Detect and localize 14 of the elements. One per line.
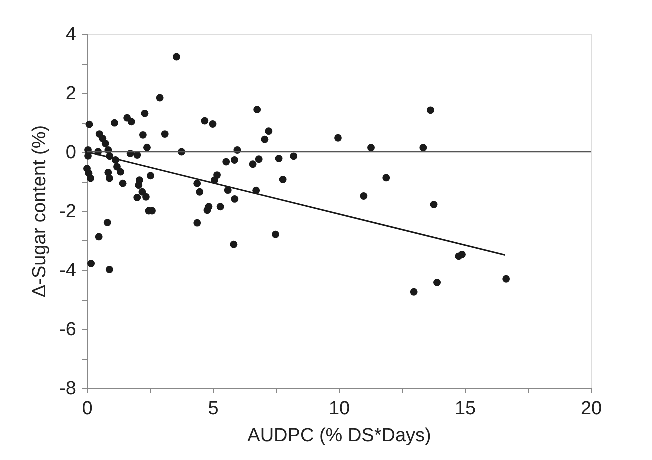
y-tick-label: -6 — [60, 320, 76, 340]
y-tick-label: -2 — [60, 202, 76, 222]
y-tick-label: -8 — [60, 378, 76, 400]
x-tick-label: 20 — [580, 398, 602, 420]
x-tick-label: 10 — [328, 398, 350, 420]
x-tick-label: 0 — [82, 398, 93, 420]
y-tick-label: 0 — [66, 142, 76, 164]
y-tick-label: 2 — [66, 84, 76, 104]
x-tick-label: 5 — [208, 398, 219, 420]
x-axis-title: AUDPC (% DS*Days) — [248, 426, 432, 446]
y-tick-label: -4 — [60, 260, 77, 282]
x-tick-label: 15 — [454, 398, 476, 420]
y-tick-label: 4 — [66, 24, 77, 46]
y-axis-title: Δ-Sugar content (%) — [30, 125, 51, 298]
